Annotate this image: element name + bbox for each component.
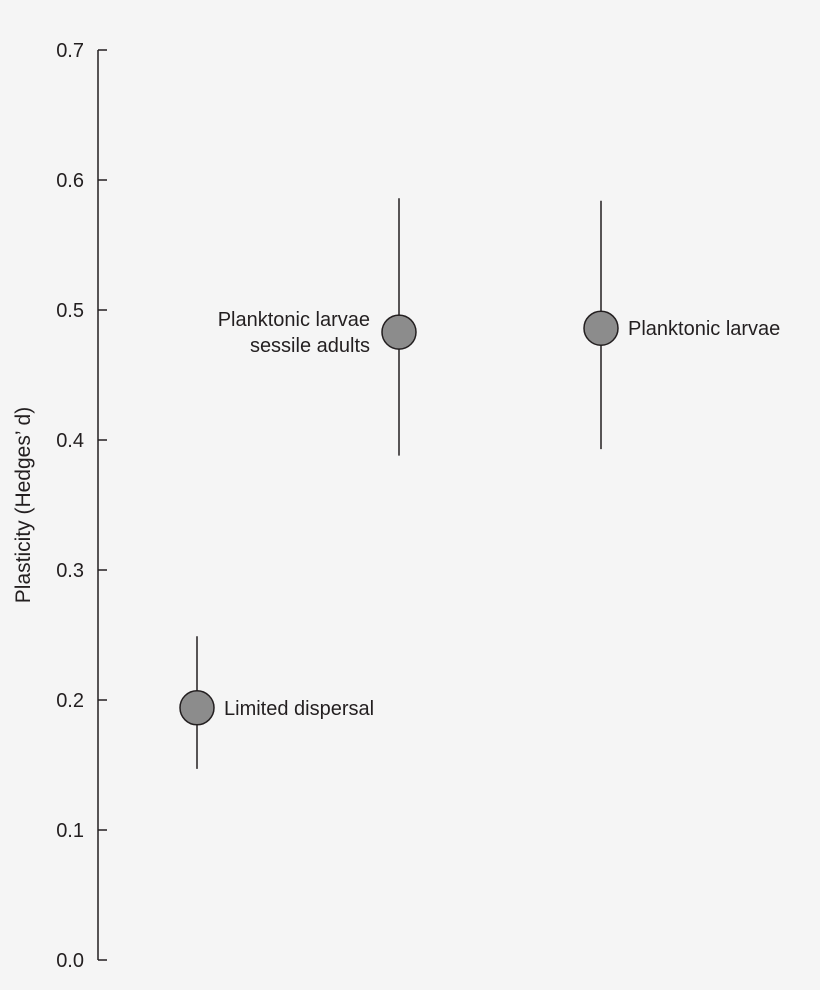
data-point xyxy=(583,310,619,346)
data-point-group: Limited dispersal xyxy=(179,636,374,769)
data-point xyxy=(381,314,417,350)
data-point-group: Planktonic larvae xyxy=(583,200,780,450)
y-tick-label: 0.1 xyxy=(56,820,84,842)
data-point-label: Planktonic larvae xyxy=(628,318,780,340)
y-tick-label: 0.4 xyxy=(56,430,84,452)
data-point xyxy=(179,690,215,726)
y-tick-label: 0.7 xyxy=(56,40,84,62)
y-tick-label: 0.2 xyxy=(56,690,84,712)
data-point-group: Planktonic larvae sessile adults xyxy=(218,198,417,456)
data-point-label: Limited dispersal xyxy=(224,698,374,720)
y-tick-label: 0.3 xyxy=(56,560,84,582)
data-point-label: sessile adults xyxy=(250,335,370,357)
data-point-label: Planktonic larvae xyxy=(218,309,370,331)
y-axis-label: Plasticity (Hedges’ d) xyxy=(12,407,35,603)
y-tick-label: 0.6 xyxy=(56,170,84,192)
y-tick-label: 0.0 xyxy=(56,950,84,972)
y-tick-label: 0.5 xyxy=(56,300,84,322)
